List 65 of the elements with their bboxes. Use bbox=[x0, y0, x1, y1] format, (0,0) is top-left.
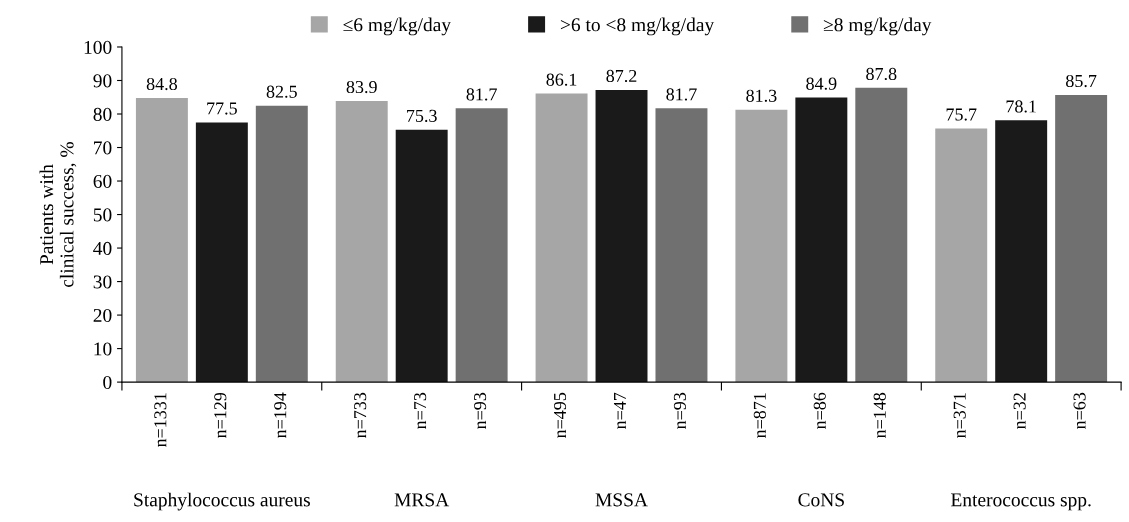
text: n=733 bbox=[354, 392, 367, 439]
data-label: 75.3 bbox=[407, 109, 437, 122]
text: n=32 bbox=[1013, 393, 1026, 430]
x-tick-label: Staphylococcus aureus bbox=[134, 492, 310, 511]
data-label: 84.9 bbox=[806, 77, 837, 90]
data-label: 82.5 bbox=[266, 85, 297, 98]
text: n=148 bbox=[873, 392, 886, 439]
y-tick-label: 80 bbox=[93, 107, 112, 121]
data-label: 78.1 bbox=[1006, 100, 1036, 113]
legend-label: ≥8 mg/kg/day bbox=[823, 17, 932, 36]
text: n=73 bbox=[414, 392, 427, 430]
data-label: 84.8 bbox=[146, 77, 178, 91]
text: n=86 bbox=[813, 392, 826, 430]
data-label: 83.9 bbox=[346, 80, 377, 94]
data-label: 87.8 bbox=[866, 67, 897, 81]
y-tick-label: 20 bbox=[93, 308, 112, 323]
text: n=47 bbox=[613, 392, 626, 430]
bar bbox=[595, 89, 648, 383]
text: n=495 bbox=[553, 392, 567, 439]
text: n=93 bbox=[673, 392, 686, 430]
x-tick-label: MRSA bbox=[394, 493, 450, 507]
bar bbox=[535, 93, 588, 383]
y-tick-label: 0 bbox=[103, 375, 112, 390]
bar bbox=[855, 87, 908, 383]
bar bbox=[255, 105, 308, 383]
bar bbox=[1055, 94, 1108, 383]
data-label: 85.7 bbox=[1066, 74, 1097, 88]
text: n=194 bbox=[274, 392, 287, 439]
bar bbox=[655, 108, 708, 383]
data-label: 81.7 bbox=[466, 88, 497, 101]
text: n=63 bbox=[1073, 392, 1086, 430]
y-axis-title: Patients with clinical success, % bbox=[39, 142, 77, 287]
y-tick-label: 30 bbox=[93, 275, 112, 289]
x-tick-label: CoNS bbox=[798, 493, 844, 507]
bar bbox=[335, 100, 388, 383]
x-tick-label: Enterococcus spp. bbox=[951, 493, 1091, 511]
bar bbox=[995, 120, 1048, 383]
bar bbox=[195, 122, 248, 383]
x-tick-label: MSSA bbox=[595, 493, 648, 507]
bar bbox=[455, 108, 508, 383]
text: n=1331 bbox=[154, 393, 167, 448]
text: n=129 bbox=[214, 392, 227, 439]
data-label: 75.7 bbox=[946, 108, 977, 121]
y-tick-label: 70 bbox=[94, 141, 112, 155]
data-label: 81.3 bbox=[746, 89, 777, 102]
y-tick-label: 60 bbox=[93, 174, 112, 188]
bar bbox=[735, 109, 788, 383]
y-tick-label: 40 bbox=[93, 241, 112, 255]
text: n=871 bbox=[753, 393, 766, 439]
bar bbox=[135, 97, 188, 383]
bar bbox=[935, 128, 988, 383]
y-tick-label: 90 bbox=[93, 74, 112, 88]
bar bbox=[395, 129, 448, 383]
data-label: 87.2 bbox=[606, 69, 637, 83]
text: n=93 bbox=[474, 392, 487, 430]
y-tick-label: 50 bbox=[93, 208, 112, 222]
text: n=371 bbox=[953, 393, 966, 439]
data-label: 86.1 bbox=[546, 73, 577, 86]
legend-label: >6 to <8 mg/kg/day bbox=[560, 17, 715, 36]
data-label: 77.5 bbox=[207, 102, 237, 115]
y-tick-label: 100 bbox=[84, 40, 112, 54]
legend-label: ≤6 mg/kg/day bbox=[343, 17, 451, 36]
y-tick-label: 10 bbox=[94, 342, 112, 356]
data-label: 81.7 bbox=[666, 88, 697, 101]
bar bbox=[795, 97, 848, 383]
